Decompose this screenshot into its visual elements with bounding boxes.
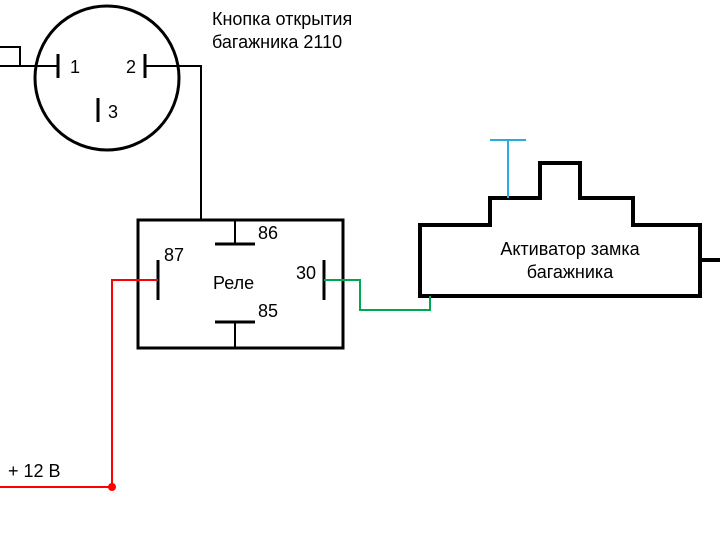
actuator-line1: Активатор замка (500, 239, 639, 259)
pin1-label: 1 (70, 56, 80, 79)
wire-12v (0, 280, 138, 487)
relay-pin86-label: 86 (258, 222, 278, 245)
actuator-line2: багажника (527, 262, 613, 282)
title-line2: багажника 2110 (212, 32, 342, 52)
relay-label: Реле (213, 272, 254, 295)
wire-pin2-to-86 (145, 66, 201, 220)
title-line1: Кнопка открытия (212, 9, 352, 29)
wire-pin1-off (0, 47, 20, 66)
title-label: Кнопка открытия багажника 2110 (212, 8, 352, 55)
actuator-label: Активатор замка багажника (462, 238, 678, 285)
relay-pin30-label: 30 (296, 262, 316, 285)
pin3-label: 3 (108, 101, 118, 124)
power-label: + 12 В (8, 460, 61, 483)
pin2-label: 2 (126, 56, 136, 79)
wire-30-to-actuator (343, 280, 430, 310)
wire-12v-node (108, 483, 116, 491)
relay-pin87-label: 87 (164, 244, 184, 267)
relay-pin85-label: 85 (258, 300, 278, 323)
